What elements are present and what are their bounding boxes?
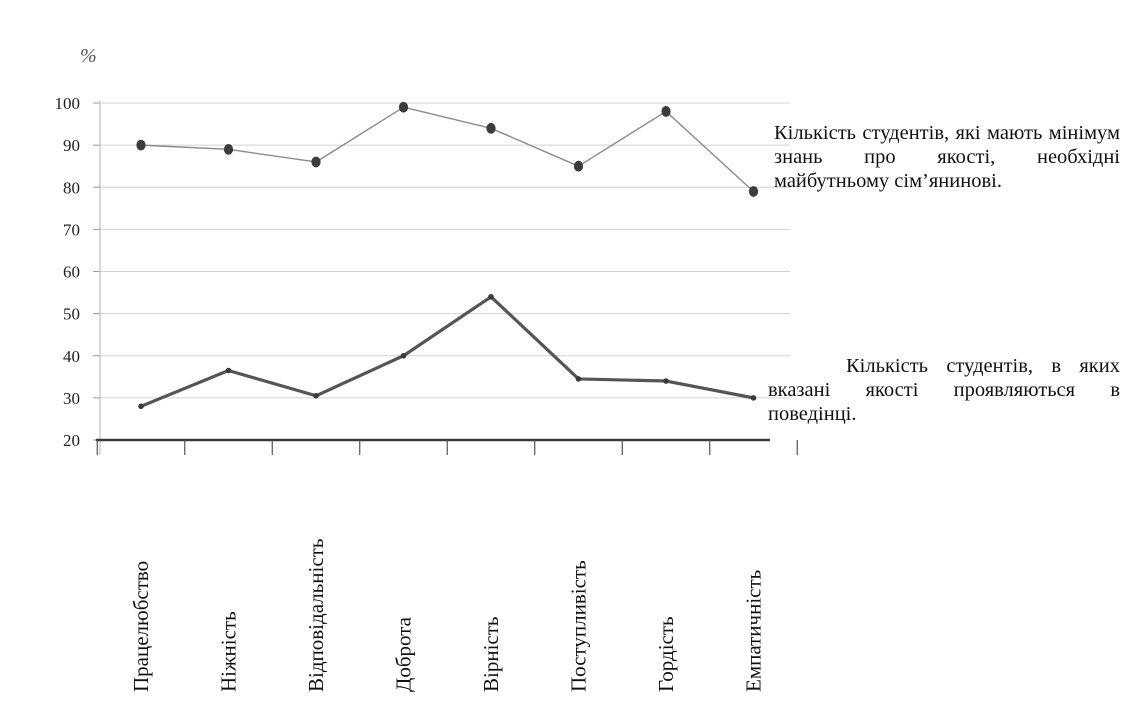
series-1-point: [748, 186, 759, 197]
y-tick-label: 50: [63, 305, 80, 324]
y-tick-label: 30: [63, 389, 80, 408]
series-2-point: [400, 352, 407, 359]
legend-top-series: Кількість студентів, які мають мінімум з…: [774, 122, 1120, 192]
x-category-label: Вірність: [479, 617, 503, 693]
x-category-label: Доброта: [392, 616, 416, 692]
series-line-2: [140, 295, 754, 408]
x-category-label: Поступливість: [567, 560, 591, 692]
x-category-label: Відповідальність: [304, 539, 328, 692]
series-2-point: [225, 367, 232, 374]
x-category-label: Гордість: [654, 616, 678, 692]
y-tick-label: 60: [63, 263, 80, 282]
y-tick-label: 20: [63, 431, 80, 450]
axes: [93, 101, 798, 455]
series-2-point: [313, 392, 319, 399]
series-1-point: [136, 139, 146, 151]
series-2-point: [663, 378, 669, 384]
series-2-point: [488, 293, 494, 300]
x-category-label: Працелюбство: [129, 561, 153, 692]
series-2-point: [750, 395, 757, 401]
series-lines: [136, 101, 759, 410]
series-1-point: [223, 143, 234, 155]
y-unit-label: %: [80, 45, 97, 67]
x-category-label: Ніжність: [217, 611, 241, 692]
grid-lines: [98, 102, 790, 399]
legend-bottom-series: Кількість студентів, в яких вказані якос…: [768, 355, 1120, 425]
series-1-point: [573, 160, 584, 172]
x-category-label: Емпатичність: [742, 570, 766, 692]
series-2-point: [575, 376, 582, 382]
series-1-point: [661, 106, 671, 117]
axis-labels: 100 90 80 70 60 50 40 30 20% Працелюбство Ніжність…: [55, 45, 766, 692]
y-tick-label: 100: [55, 94, 81, 113]
y-tick-label: 70: [63, 220, 80, 239]
series-2-point: [138, 403, 144, 410]
series-1-point: [486, 122, 496, 134]
y-tick-label: 80: [63, 178, 80, 197]
series-1-point: [398, 101, 409, 113]
y-tick-label: 40: [63, 347, 80, 366]
series-1-point: [311, 156, 321, 168]
y-tick-label: 90: [63, 136, 80, 155]
series-line-1: [140, 106, 754, 192]
